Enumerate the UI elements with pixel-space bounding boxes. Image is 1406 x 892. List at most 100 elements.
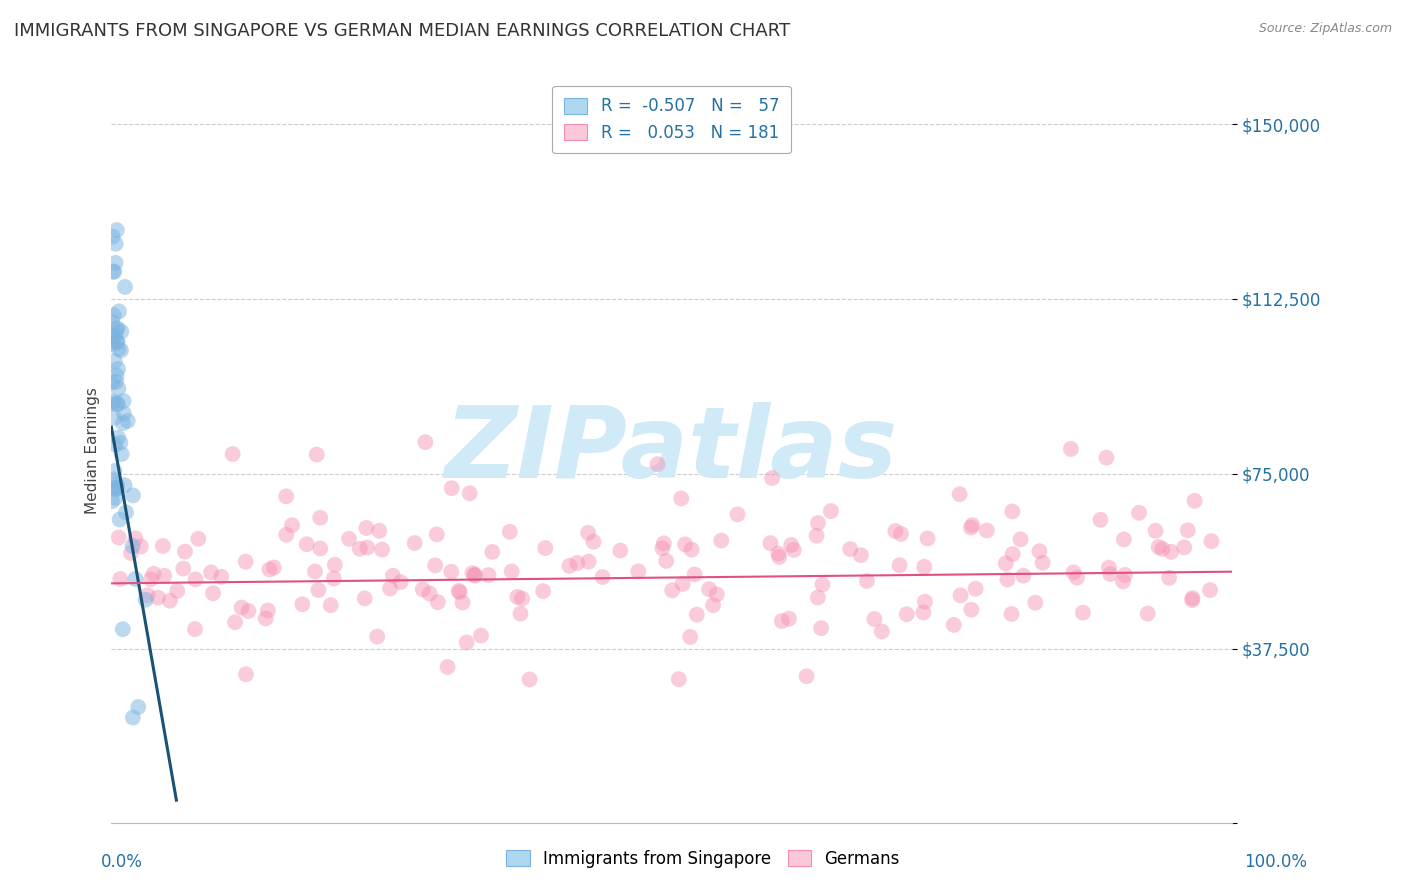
Point	[356, 541, 378, 555]
Point	[519, 673, 541, 687]
Point	[263, 560, 285, 574]
Point	[107, 362, 129, 376]
Point	[567, 556, 589, 570]
Point	[110, 572, 132, 586]
Point	[101, 336, 124, 351]
Point	[727, 508, 749, 522]
Point	[592, 570, 614, 584]
Point	[652, 536, 675, 550]
Point	[780, 538, 803, 552]
Point	[115, 505, 138, 519]
Point	[1060, 442, 1083, 456]
Point	[187, 532, 209, 546]
Point	[114, 280, 136, 294]
Point	[856, 574, 879, 588]
Point	[127, 700, 149, 714]
Point	[1000, 607, 1022, 621]
Point	[1147, 540, 1170, 554]
Point	[807, 591, 830, 605]
Point	[415, 435, 437, 450]
Point	[1066, 571, 1088, 585]
Point	[1160, 545, 1182, 559]
Point	[451, 596, 474, 610]
Point	[107, 334, 129, 349]
Point	[103, 264, 125, 278]
Point	[153, 568, 176, 582]
Point	[368, 524, 391, 538]
Point	[107, 397, 129, 411]
Point	[949, 487, 972, 501]
Point	[110, 325, 132, 339]
Point	[1032, 556, 1054, 570]
Point	[110, 435, 132, 450]
Point	[673, 537, 696, 551]
Point	[129, 540, 152, 554]
Point	[995, 573, 1018, 587]
Point	[1095, 450, 1118, 465]
Point	[174, 544, 197, 558]
Point	[965, 582, 987, 596]
Point	[683, 567, 706, 582]
Point	[889, 558, 911, 573]
Point	[104, 491, 127, 505]
Point	[120, 546, 142, 560]
Point	[668, 672, 690, 686]
Point	[117, 414, 139, 428]
Point	[103, 411, 125, 425]
Point	[1157, 571, 1180, 585]
Point	[506, 590, 529, 604]
Point	[136, 588, 159, 602]
Point	[425, 558, 447, 573]
Point	[112, 407, 135, 421]
Point	[142, 566, 165, 581]
Point	[706, 587, 728, 601]
Point	[322, 572, 344, 586]
Point	[914, 595, 936, 609]
Point	[107, 531, 129, 545]
Point	[1144, 524, 1167, 538]
Point	[139, 572, 162, 586]
Point	[960, 603, 983, 617]
Point	[576, 525, 599, 540]
Point	[221, 447, 243, 461]
Point	[235, 555, 257, 569]
Point	[1001, 504, 1024, 518]
Point	[108, 304, 131, 318]
Point	[378, 582, 401, 596]
Point	[686, 607, 709, 622]
Point	[949, 588, 972, 602]
Point	[389, 575, 412, 590]
Point	[349, 541, 371, 556]
Point	[103, 308, 125, 322]
Point	[440, 565, 463, 579]
Point	[1024, 596, 1046, 610]
Point	[783, 543, 806, 558]
Point	[647, 457, 669, 471]
Point	[419, 586, 441, 600]
Point	[768, 547, 790, 561]
Point	[426, 527, 449, 541]
Point	[122, 488, 145, 502]
Point	[681, 542, 703, 557]
Point	[811, 577, 834, 591]
Text: Source: ZipAtlas.com: Source: ZipAtlas.com	[1258, 22, 1392, 36]
Point	[152, 539, 174, 553]
Point	[1112, 574, 1135, 589]
Point	[103, 394, 125, 409]
Point	[121, 539, 143, 553]
Point	[172, 561, 194, 575]
Point	[307, 582, 329, 597]
Point	[104, 236, 127, 251]
Point	[259, 562, 281, 576]
Point	[994, 557, 1017, 571]
Point	[135, 592, 157, 607]
Point	[759, 536, 782, 550]
Point	[209, 570, 232, 584]
Point	[884, 524, 907, 538]
Point	[796, 669, 818, 683]
Point	[499, 524, 522, 539]
Point	[309, 541, 332, 556]
Point	[235, 667, 257, 681]
Point	[464, 568, 486, 582]
Point	[101, 315, 124, 329]
